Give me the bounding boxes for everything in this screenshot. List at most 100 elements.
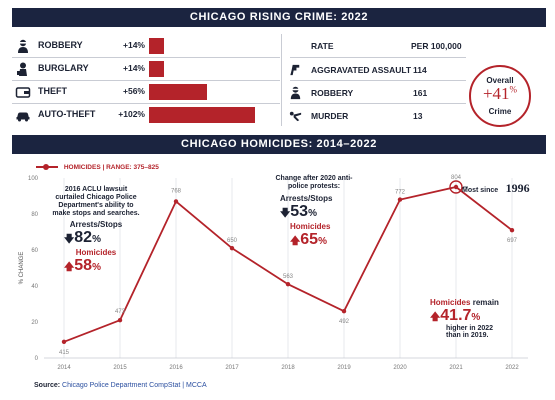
rate-value: 114: [413, 65, 427, 75]
aclu-hom-value: 58: [74, 257, 93, 274]
chart-grid: [44, 178, 528, 359]
protests-stops-label: Arrests/Stops: [280, 194, 333, 203]
y-tick-label: 80: [31, 212, 38, 218]
rate-label: MURDER: [311, 111, 349, 121]
aclu-text: 2016 ACLU lawsuit curtailed Chicago Poli…: [52, 186, 140, 217]
aclu-stops-change: 🡇82%: [64, 229, 101, 246]
data-point: [341, 309, 347, 314]
remain-label: Homicides: [430, 298, 471, 307]
row-divider: [290, 80, 466, 81]
data-point: [117, 318, 123, 323]
data-label: 563: [283, 274, 294, 280]
row-divider: [12, 80, 280, 81]
x-tick-label: 2016: [169, 365, 183, 371]
x-tick-label: 2018: [281, 365, 295, 371]
protests-hom-value: 65: [300, 231, 319, 248]
crime-label: BURGLARY: [38, 63, 89, 73]
x-axis-ticks: 2014 2015 2016 2017 2018 2019 2020 2021 2022: [57, 365, 519, 371]
remain-change: 🡅41.7%: [430, 307, 481, 324]
y-tick-label: 0: [35, 356, 39, 362]
crime-pct: +56%: [123, 86, 145, 96]
data-points: [61, 180, 515, 344]
chart-legend: HOMICIDES | RANGE: 375–825: [36, 164, 159, 171]
legend-text: HOMICIDES | RANGE: 375–825: [63, 164, 159, 171]
down-arrow-icon: 🡇: [280, 208, 291, 219]
robber-icon: [18, 39, 28, 53]
up-arrow-icon: 🡅: [64, 262, 75, 273]
y-axis-ticks: 0 20 40 60 80 100: [28, 176, 39, 362]
y-axis-label: % CHANGE: [19, 252, 25, 285]
aclu-stops-value: 82: [74, 229, 93, 246]
robber-icon: [290, 86, 301, 100]
legend-line-marker: [36, 164, 58, 171]
protests-hom-label: Homicides: [290, 222, 331, 231]
x-tick-label: 2021: [449, 365, 463, 371]
burglar-icon: [17, 62, 27, 76]
aclu-annotation: 2016 ACLU lawsuit curtailed Chicago Poli…: [50, 186, 142, 275]
rate-label: ROBBERY: [311, 88, 354, 98]
rate-value: 161: [413, 88, 428, 98]
rate-value: 13: [413, 111, 423, 121]
protests-annotation: Change after 2020 anti-police protests: …: [270, 175, 358, 249]
crime-label: Crime: [488, 107, 512, 116]
y-tick-label: 20: [31, 320, 38, 326]
body-icon: [289, 111, 302, 122]
crime-pct: +14%: [123, 63, 145, 73]
data-point: [397, 197, 403, 202]
data-point: [173, 199, 179, 204]
remain-annotation: Homicides remain 🡅41.7% higher in 2022 t…: [430, 298, 530, 339]
protests-text: Change after 2020 anti-police protests:: [275, 175, 353, 190]
x-tick-label: 2014: [57, 365, 71, 371]
row-divider: [12, 103, 280, 104]
y-tick-label: 60: [31, 248, 38, 254]
crime-pct: +102%: [118, 109, 145, 119]
per-100k-header: PER 100,000: [411, 41, 462, 51]
data-label: 492: [339, 319, 350, 325]
data-point: [229, 246, 235, 251]
overall-label: Overall: [486, 76, 514, 85]
data-label: 650: [227, 238, 238, 244]
crime-label: AUTO-THEFT: [38, 109, 96, 119]
aclu-stops-label: Arrests/Stops: [69, 220, 123, 229]
x-tick-label: 2020: [393, 365, 407, 371]
rate-header: RATE: [311, 41, 334, 51]
source-link[interactable]: Chicago Police Department CompStat | MCC…: [62, 382, 207, 389]
crime-label: ROBBERY: [38, 40, 83, 50]
data-point: [453, 184, 459, 190]
peak-highlight-ring: [449, 180, 463, 194]
aclu-hom-label: Homicides: [75, 248, 117, 257]
row-divider: [290, 103, 466, 104]
remain-headline: Homicides remain: [430, 298, 530, 307]
homicides-chart-title: CHICAGO HOMICIDES: 2014–2022: [12, 135, 546, 154]
aclu-hom-change: 🡅58%: [64, 257, 101, 274]
data-point: [509, 228, 515, 233]
crime-pct: +14%: [123, 40, 145, 50]
row-divider: [290, 57, 466, 58]
crime-bar: [149, 107, 255, 123]
crime-row-burglary: BURGLARY +14%: [12, 58, 280, 80]
protests-stops-value: 53: [290, 203, 309, 220]
x-tick-label: 2017: [225, 365, 239, 371]
crime-row-auto-theft: AUTO-THEFT +102%: [12, 104, 280, 126]
up-arrow-icon: 🡅: [290, 236, 301, 247]
data-labels: 415 473 768 650 563 492 772 804 697: [59, 175, 518, 356]
section-divider: [281, 34, 282, 126]
gun-icon: [290, 64, 300, 76]
crime-bar: [149, 84, 208, 100]
overall-value: +41%: [471, 84, 529, 104]
x-tick-label: 2015: [113, 365, 127, 371]
x-tick-label: 2022: [505, 365, 519, 371]
data-label: 415: [59, 350, 70, 356]
remain-text-2: higher in 2022: [446, 325, 494, 332]
most-since-annotation: Most since 1996: [462, 179, 530, 197]
data-label: 772: [395, 190, 406, 196]
wallet-icon: [15, 87, 31, 98]
crime-bar: [149, 61, 164, 77]
protests-hom-change: 🡅65%: [290, 231, 327, 248]
row-divider: [12, 57, 280, 58]
remain-value: 41.7: [440, 307, 472, 324]
data-label: 768: [171, 188, 182, 194]
overall-crime-badge: Overall +41% Crime: [469, 65, 531, 127]
crime-row-robbery: ROBBERY +14%: [12, 35, 280, 57]
